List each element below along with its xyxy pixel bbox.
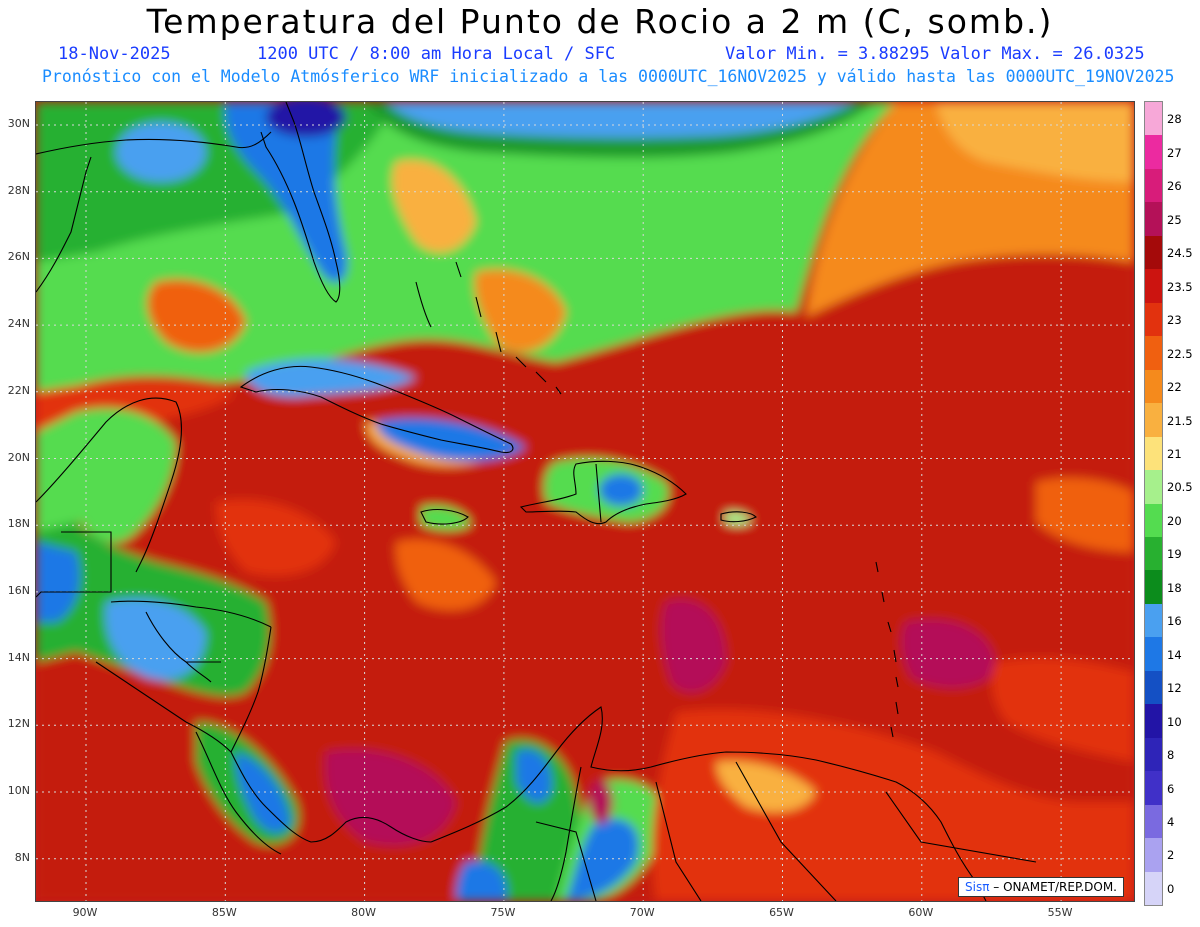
dewpoint-field bbox=[36, 102, 1134, 901]
forecast-date: 18-Nov-2025 bbox=[58, 44, 171, 64]
lon-label: 75W bbox=[490, 906, 516, 919]
value-min-max: Valor Min. = 3.88295 Valor Max. = 26.032… bbox=[725, 44, 1145, 64]
colorbar-label: 23.5 bbox=[1167, 279, 1193, 294]
map-credit: Sisπ – ONAMET/REP.DOM. bbox=[958, 877, 1124, 897]
colorbar-label: 23 bbox=[1167, 313, 1182, 328]
colorbar-label: 21.5 bbox=[1167, 413, 1193, 428]
colorbar-swatch bbox=[1145, 570, 1162, 605]
colorbar-swatch bbox=[1145, 336, 1162, 371]
map-canvas bbox=[36, 102, 1134, 901]
lat-label: 18N bbox=[7, 517, 30, 531]
colorbar-swatch bbox=[1145, 737, 1162, 772]
page-title: Temperatura del Punto de Rocio a 2 m (C,… bbox=[146, 2, 1054, 41]
colorbar-label: 20 bbox=[1167, 513, 1182, 528]
colorbar-label: 14 bbox=[1167, 647, 1182, 662]
dewpoint-map: Sisπ – ONAMET/REP.DOM. bbox=[35, 101, 1135, 902]
lat-label: 28N bbox=[7, 183, 30, 197]
colorbar-swatch bbox=[1145, 637, 1162, 672]
colorbar-label: 21 bbox=[1167, 446, 1182, 461]
graticule bbox=[36, 102, 1134, 901]
colorbar-swatch bbox=[1145, 704, 1162, 739]
lon-label: 80W bbox=[351, 906, 377, 919]
colorbar-label: 6 bbox=[1167, 781, 1175, 796]
colorbar-swatch bbox=[1145, 536, 1162, 571]
model-description: Pronóstico con el Modelo Atmósferico WRF… bbox=[42, 67, 1175, 86]
lat-label: 22N bbox=[7, 383, 30, 397]
lon-label: 55W bbox=[1047, 906, 1073, 919]
colorbar-label: 24.5 bbox=[1167, 246, 1193, 261]
colorbar-label: 8 bbox=[1167, 748, 1175, 763]
colorbar-swatch bbox=[1145, 302, 1162, 337]
colorbar-swatch bbox=[1145, 269, 1162, 304]
lon-label: 85W bbox=[211, 906, 237, 919]
colorbar-swatch bbox=[1145, 838, 1162, 873]
colorbar-label: 19 bbox=[1167, 547, 1182, 562]
coastlines bbox=[36, 102, 1037, 901]
lat-label: 30N bbox=[7, 117, 30, 130]
lat-label: 16N bbox=[7, 583, 30, 597]
colorbar bbox=[1144, 101, 1163, 906]
colorbar-swatch bbox=[1145, 670, 1162, 705]
lat-label: 14N bbox=[7, 650, 30, 664]
lon-label: 70W bbox=[629, 906, 655, 919]
colorbar-swatch bbox=[1145, 135, 1162, 170]
colorbar-swatch bbox=[1145, 470, 1162, 504]
colorbar-label: 10 bbox=[1167, 714, 1182, 729]
colorbar-label: 0 bbox=[1167, 881, 1175, 896]
colorbar-label: 12 bbox=[1167, 681, 1182, 696]
lon-label: 90W bbox=[72, 906, 98, 919]
colorbar-swatch bbox=[1145, 503, 1162, 538]
colorbar-label: 26 bbox=[1167, 179, 1182, 194]
colorbar-label: 20.5 bbox=[1167, 480, 1193, 495]
lat-label: 26N bbox=[7, 250, 30, 264]
colorbar-swatch bbox=[1145, 871, 1162, 906]
colorbar-swatch bbox=[1145, 168, 1162, 203]
colorbar-swatch bbox=[1145, 603, 1162, 638]
colorbar-label: 4 bbox=[1167, 815, 1175, 830]
colorbar-label: 22 bbox=[1167, 380, 1182, 395]
colorbar-swatch bbox=[1145, 202, 1162, 237]
credit-brand: Sisπ bbox=[965, 880, 990, 894]
colorbar-label: 2 bbox=[1167, 848, 1175, 863]
lon-label: 60W bbox=[908, 906, 934, 919]
colorbar-swatch bbox=[1145, 403, 1162, 438]
lat-label: 10N bbox=[7, 784, 30, 797]
colorbar-label: 27 bbox=[1167, 145, 1182, 160]
colorbar-swatch bbox=[1145, 102, 1162, 136]
colorbar-label: 22.5 bbox=[1167, 346, 1193, 361]
colorbar-swatch bbox=[1145, 369, 1162, 404]
colorbar-swatch bbox=[1145, 804, 1162, 839]
credit-text: – ONAMET/REP.DOM. bbox=[993, 880, 1117, 894]
lat-label: 8N bbox=[14, 850, 30, 864]
lon-label: 65W bbox=[769, 906, 794, 919]
lat-label: 12N bbox=[7, 717, 30, 731]
colorbar-label: 18 bbox=[1167, 580, 1182, 595]
forecast-time: 1200 UTC / 8:00 am Hora Local / SFC bbox=[257, 44, 616, 64]
colorbar-swatch bbox=[1145, 771, 1162, 806]
colorbar-swatch bbox=[1145, 235, 1162, 270]
colorbar-label: 28 bbox=[1167, 112, 1182, 127]
colorbar-label: 25 bbox=[1167, 212, 1182, 227]
lat-label: 24N bbox=[7, 317, 30, 331]
lat-label: 20N bbox=[7, 450, 30, 464]
colorbar-swatch bbox=[1145, 436, 1162, 471]
colorbar-label: 16 bbox=[1167, 614, 1182, 629]
